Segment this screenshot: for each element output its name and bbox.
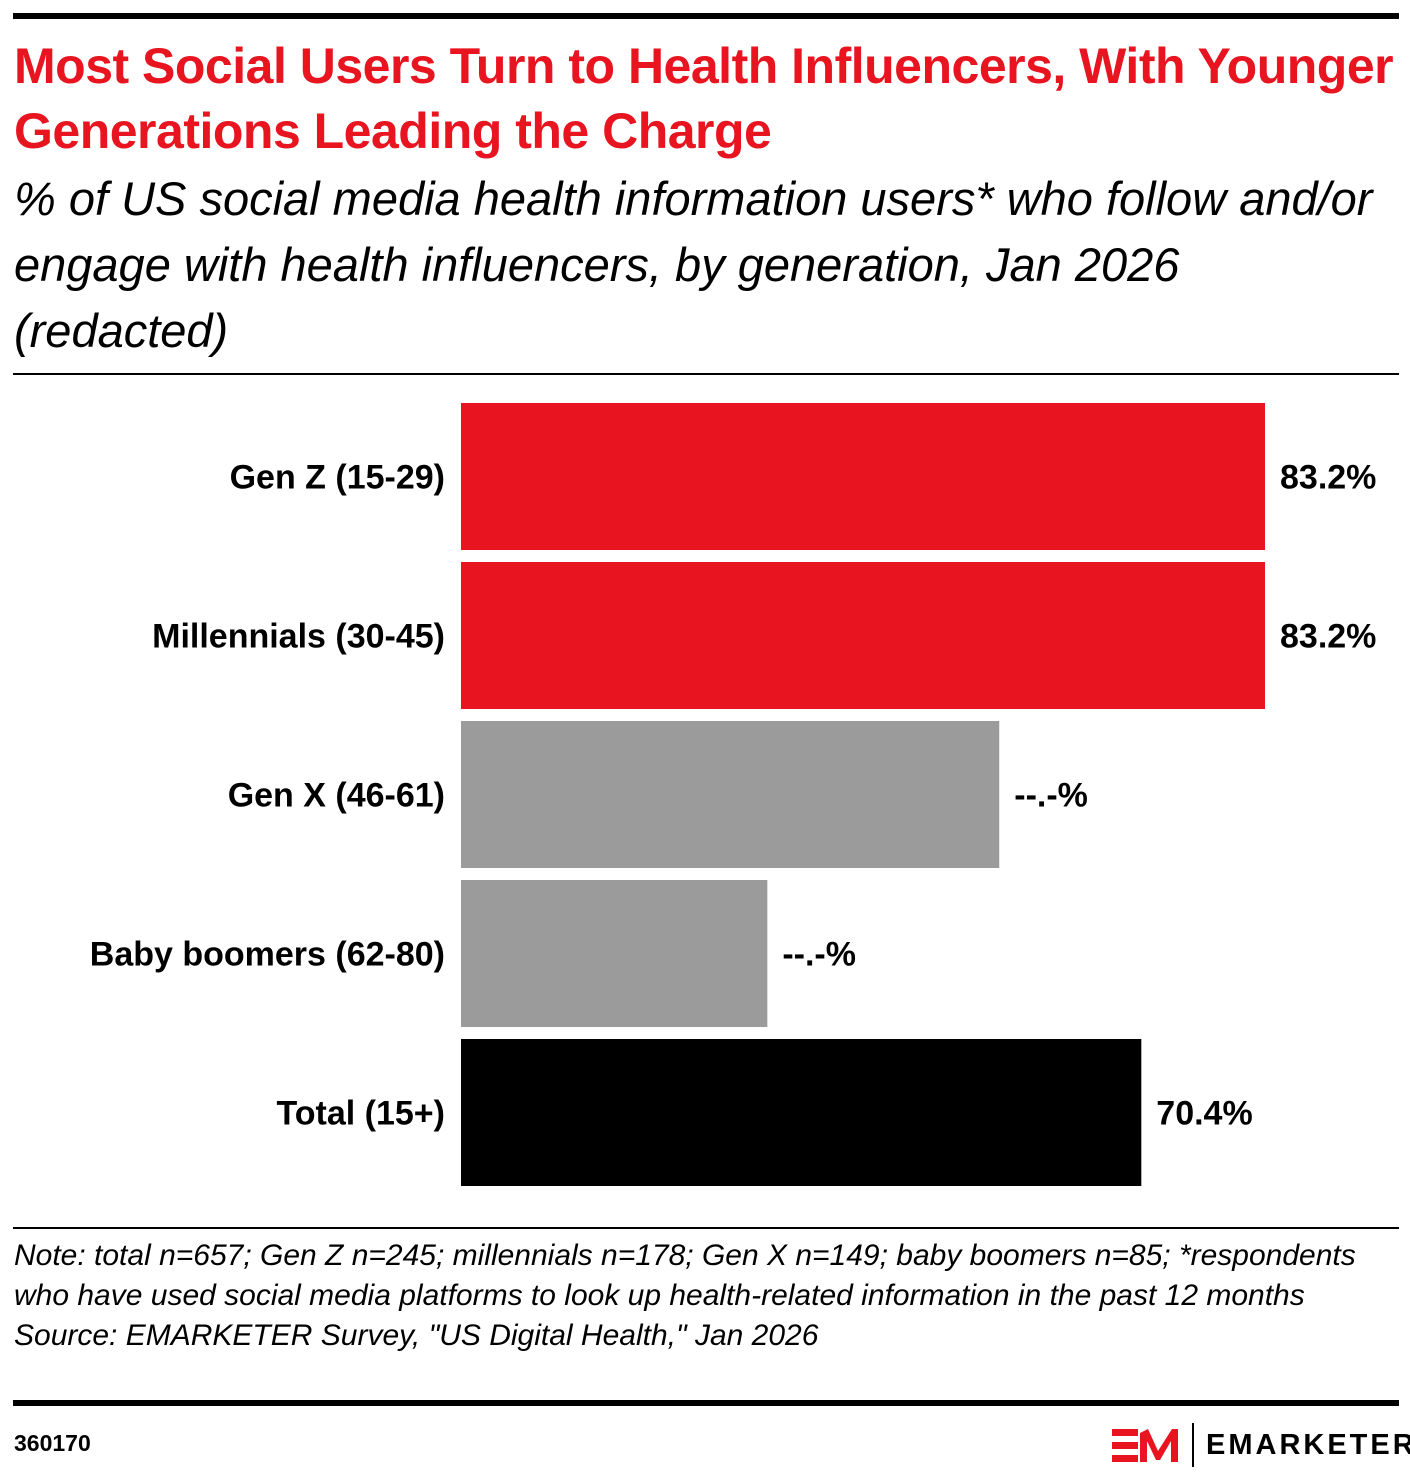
top-rule <box>13 13 1399 19</box>
logo-divider <box>1192 1423 1194 1467</box>
category-label: Millennials (30-45) <box>152 618 445 656</box>
em-logo-icon <box>1112 1429 1178 1462</box>
value-label: --.-% <box>1014 777 1088 815</box>
bar <box>461 880 768 1027</box>
value-label: 83.2% <box>1280 459 1376 497</box>
category-label: Baby boomers (62-80) <box>90 936 445 974</box>
value-label: --.-% <box>782 936 856 974</box>
bar <box>461 403 1265 550</box>
bar <box>461 562 1265 709</box>
bar-chart: Gen Z (15-29) 83.2% Millennials (30-45) 83.… <box>90 403 1376 1186</box>
value-label: 70.4% <box>1156 1095 1252 1133</box>
chart-subtitle: % of US social media health information … <box>14 172 1373 357</box>
chart-id: 360170 <box>14 1430 91 1456</box>
notes-rule <box>13 1227 1399 1229</box>
emarketer-logo: EMARKETER <box>1112 1423 1410 1467</box>
bar <box>461 1039 1142 1186</box>
category-label: Gen Z (15-29) <box>230 459 445 497</box>
logo-wordmark: EMARKETER <box>1206 1428 1410 1461</box>
category-label: Total (15+) <box>277 1095 445 1133</box>
category-label: Gen X (46-61) <box>228 777 445 815</box>
source-text: Source: EMARKETER Survey, "US Digital He… <box>14 1319 819 1352</box>
chart-title: Most Social Users Turn to Health Influen… <box>14 38 1394 159</box>
note-text: Note: total n=657; Gen Z n=245; millenni… <box>14 1239 1356 1312</box>
bar <box>461 721 1000 868</box>
notes: Note: total n=657; Gen Z n=245; millenni… <box>14 1236 1404 1356</box>
bottom-rule <box>13 1400 1399 1406</box>
header-rule <box>13 373 1399 375</box>
value-label: 83.2% <box>1280 618 1376 656</box>
